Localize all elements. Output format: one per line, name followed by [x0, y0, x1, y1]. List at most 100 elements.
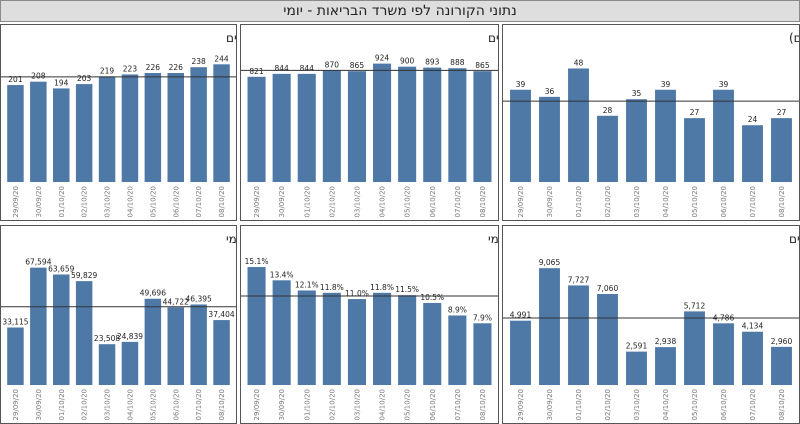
chart-title: מספר מונשמים [226, 31, 236, 45]
value-label: 2,591 [626, 342, 648, 351]
x-tick-label: 30/09/20 [546, 186, 554, 217]
x-tick-label: 06/10/20 [720, 389, 728, 420]
x-tick-label: 08/10/20 [479, 389, 487, 420]
chart-title: מאומתים חדשים [789, 232, 799, 246]
bar-30-09-20 [272, 73, 291, 182]
dashboard-title-bar: נתוני הקורונה לפי משרד הבריאות - יומי [0, 0, 800, 22]
chart-title: מספר בדיקות - יומי [226, 232, 236, 246]
x-tick-label: 29/09/20 [253, 389, 261, 420]
x-tick-label: 04/10/20 [126, 389, 134, 420]
bar-05-10-20 [144, 298, 162, 385]
bar-30-09-20 [539, 268, 560, 385]
value-label: 2,960 [771, 337, 793, 346]
x-tick-label: 29/09/20 [12, 389, 20, 420]
bar-01-10-20 [568, 285, 589, 385]
x-tick-label: 02/10/20 [328, 186, 336, 217]
bar-06-10-20 [423, 302, 442, 385]
bar-06-10-20 [713, 89, 734, 182]
value-label: 23,508 [94, 334, 120, 343]
value-label: 39 [516, 80, 526, 89]
x-tick-label: 29/09/20 [517, 186, 525, 217]
x-tick-label: 30/09/20 [546, 389, 554, 420]
x-tick-label: 04/10/20 [662, 186, 670, 217]
x-tick-label: 30/09/20 [278, 186, 286, 217]
bar-08-10-20 [473, 71, 492, 182]
value-label: 7,727 [568, 275, 590, 284]
bar-29-09-20 [7, 85, 24, 182]
x-tick-label: 01/10/20 [58, 389, 66, 420]
bar-29-09-20 [510, 89, 531, 182]
value-label: 46,395 [186, 294, 212, 303]
value-label: 924 [375, 54, 390, 63]
value-label: 13.4% [270, 270, 294, 279]
value-label: 865 [350, 61, 365, 70]
bar-07-10-20 [448, 68, 467, 182]
value-label: 11.8% [370, 283, 394, 292]
x-tick-label: 07/10/20 [454, 186, 462, 217]
bar-07-10-20 [190, 304, 207, 385]
bar-06-10-20 [167, 72, 184, 182]
x-tick-label: 02/10/20 [81, 186, 89, 217]
bar-05-10-20 [684, 118, 705, 182]
bar-30-09-20 [272, 280, 291, 385]
x-tick-label: 30/09/20 [35, 389, 43, 420]
value-label: 4,991 [510, 311, 532, 320]
value-label: 36 [545, 87, 555, 96]
x-tick-label: 02/10/20 [81, 389, 89, 420]
value-label: 5,712 [684, 301, 706, 310]
value-label: 11.0% [345, 289, 369, 298]
x-tick-label: 07/10/20 [749, 186, 757, 217]
x-tick-label: 05/10/20 [691, 186, 699, 217]
bar-07-10-20 [190, 67, 207, 182]
bar-03-10-20 [347, 71, 366, 182]
value-label: 203 [77, 74, 92, 83]
value-label: 24,839 [117, 332, 143, 341]
value-label: 844 [274, 64, 289, 73]
x-tick-label: 03/10/20 [353, 186, 361, 217]
value-label: 44,722 [163, 297, 189, 306]
x-tick-label: 06/10/20 [429, 186, 437, 217]
bar-06-10-20 [423, 67, 442, 182]
value-label: 24 [748, 115, 758, 124]
x-tick-label: 08/10/20 [778, 389, 786, 420]
x-tick-label: 05/10/20 [149, 186, 157, 217]
value-label: 67,594 [25, 258, 51, 267]
bar-03-10-20 [98, 76, 116, 182]
value-label: 844 [300, 64, 315, 73]
value-label: 208 [31, 72, 46, 81]
value-label: 10.5% [420, 293, 444, 302]
value-label: 226 [169, 63, 184, 72]
x-tick-label: 06/10/20 [720, 186, 728, 217]
bar-07-10-20 [742, 331, 763, 385]
bar-03-10-20 [347, 299, 366, 385]
x-tick-label: 04/10/20 [379, 186, 387, 217]
bar-08-10-20 [473, 323, 492, 385]
value-label: 59,829 [71, 271, 97, 280]
x-tick-label: 05/10/20 [149, 389, 157, 420]
value-label: 49,696 [140, 289, 166, 298]
bar-03-10-20 [626, 99, 647, 182]
bar-02-10-20 [75, 281, 93, 385]
bar-29-09-20 [247, 76, 266, 182]
bar-07-10-20 [448, 315, 467, 385]
value-label: 226 [146, 63, 161, 72]
bar-02-10-20 [322, 70, 341, 182]
x-tick-label: 08/10/20 [218, 389, 226, 420]
x-tick-label: 05/10/20 [691, 389, 699, 420]
bar-05-10-20 [144, 72, 162, 182]
x-tick-label: 07/10/20 [195, 389, 203, 420]
bar-01-10-20 [297, 73, 316, 182]
bar-30-09-20 [30, 81, 47, 182]
value-label: 15.1% [245, 257, 269, 266]
bar-06-10-20 [167, 307, 184, 385]
bar-04-10-20 [121, 341, 139, 385]
x-tick-label: 30/09/20 [278, 389, 286, 420]
value-label: 238 [191, 57, 206, 66]
x-tick-label: 06/10/20 [429, 389, 437, 420]
x-tick-label: 01/10/20 [58, 186, 66, 217]
value-label: 244 [214, 54, 229, 63]
x-tick-label: 08/10/20 [778, 186, 786, 217]
dashboard-title: נתוני הקורונה לפי משרד הבריאות - יומי [283, 3, 517, 19]
value-label: 27 [690, 108, 700, 117]
x-tick-label: 04/10/20 [126, 186, 134, 217]
